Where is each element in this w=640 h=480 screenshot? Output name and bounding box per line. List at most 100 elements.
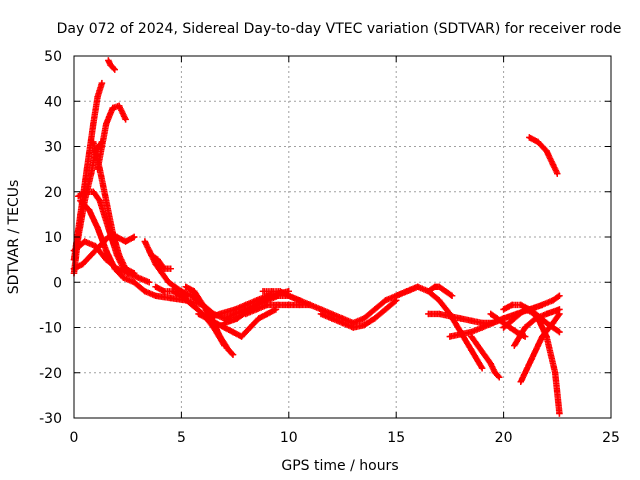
data-point-arc-04-5 bbox=[122, 116, 129, 123]
data-point-arc-28-6 bbox=[551, 369, 559, 376]
data-point-arc-25-4 bbox=[489, 319, 497, 327]
data-point-arc-23-3 bbox=[442, 288, 449, 295]
x-tick-label: 20 bbox=[495, 430, 513, 446]
data-point-arc-04-1 bbox=[98, 143, 106, 150]
data-point-arc-20-7 bbox=[371, 306, 378, 313]
data-point-arc-21-6 bbox=[382, 306, 389, 313]
data-point-arc-31-3 bbox=[549, 319, 557, 327]
data-point-arc-24-4 bbox=[468, 317, 475, 324]
data-point-arc-28-7 bbox=[556, 410, 563, 417]
data-point-arc-18-0 bbox=[242, 310, 250, 318]
data-point-arc-33-1 bbox=[534, 138, 542, 146]
data-point-arc-11-3 bbox=[165, 279, 172, 286]
data-point-arc-15-5 bbox=[238, 333, 245, 340]
series-arc-31 bbox=[517, 310, 563, 385]
x-axis-label: GPS time / hours bbox=[281, 458, 398, 474]
data-point-arc-07-2 bbox=[103, 197, 110, 204]
data-point-arc-29-5 bbox=[556, 328, 563, 336]
data-point-arc-26-4 bbox=[491, 369, 499, 376]
data-point-arc-31-2 bbox=[539, 333, 546, 340]
data-point-arc-22-8 bbox=[478, 365, 486, 372]
data-point-arc-31-0 bbox=[517, 378, 524, 385]
data-point-arc-08-4 bbox=[105, 233, 112, 241]
data-point-arc-18-1 bbox=[253, 306, 260, 313]
data-point-arc-26-1 bbox=[474, 342, 482, 349]
data-point-arc-23-4 bbox=[448, 292, 456, 300]
y-tick-label: 40 bbox=[44, 94, 62, 110]
y-axis-ticks: -30 -20 -10 0 10 20 30 40 50 bbox=[39, 49, 611, 427]
data-point-arc-15-8 bbox=[264, 310, 271, 318]
data-point-arc-16-1 bbox=[216, 310, 224, 318]
y-tick-label: 10 bbox=[44, 230, 62, 246]
data-point-arc-32-5 bbox=[556, 292, 563, 300]
data-point-arc-21-5 bbox=[371, 315, 378, 322]
data-point-arc-10-4 bbox=[167, 265, 174, 272]
data-point-arc-08-5 bbox=[113, 233, 121, 241]
series-arc-33 bbox=[526, 134, 561, 177]
y-tick-label: 30 bbox=[44, 140, 62, 156]
data-point-arc-11-2 bbox=[158, 270, 166, 277]
data-point-arc-26-2 bbox=[481, 351, 488, 358]
data-point-arc-08-6 bbox=[122, 238, 129, 245]
data-point-arc-18-4 bbox=[285, 301, 292, 309]
data-point-arc-13-4 bbox=[216, 333, 224, 340]
data-point-arc-12-2 bbox=[169, 288, 177, 295]
data-point-arc-19-1 bbox=[268, 288, 275, 295]
data-point-arc-06-8 bbox=[152, 292, 159, 300]
data-point-arc-33-0 bbox=[526, 134, 533, 141]
data-point-arc-17-0 bbox=[221, 319, 228, 327]
data-point-arc-29-4 bbox=[543, 319, 550, 327]
data-point-arc-09-3 bbox=[103, 256, 110, 263]
series-arc-23 bbox=[425, 283, 456, 300]
data-point-arc-25-3 bbox=[478, 324, 486, 331]
data-point-arc-16-2 bbox=[231, 306, 239, 313]
data-point-arc-01-5 bbox=[98, 79, 106, 87]
chart-title: Day 072 of 2024, Sidereal Day-to-day VTE… bbox=[57, 21, 622, 37]
data-point-arc-26-0 bbox=[468, 333, 475, 340]
data-point-arc-23-2 bbox=[435, 283, 443, 290]
data-point-arc-15-4 bbox=[229, 328, 237, 336]
data-point-arc-21-0 bbox=[317, 310, 325, 318]
data-point-arc-15-6 bbox=[246, 324, 254, 331]
data-point-arc-17-4 bbox=[272, 292, 280, 300]
y-tick-label: 0 bbox=[53, 275, 62, 291]
data-point-arc-12-4 bbox=[188, 301, 196, 309]
data-point-arc-06-7 bbox=[141, 288, 149, 295]
data-point-arc-27-4 bbox=[513, 328, 520, 336]
data-point-arc-07-4 bbox=[115, 251, 123, 259]
data-point-arc-04-3 bbox=[109, 104, 116, 112]
data-point-arc-11-0 bbox=[145, 247, 153, 254]
data-point-arc-23-0 bbox=[425, 288, 432, 295]
y-tick-label: 20 bbox=[44, 185, 62, 201]
y-tick-label: -30 bbox=[39, 411, 62, 427]
data-point-arc-09-2 bbox=[92, 242, 99, 250]
data-point-arc-29-0 bbox=[500, 324, 507, 331]
y-axis-label: SDTVAR / TECUs bbox=[6, 180, 22, 295]
data-point-arc-03-3 bbox=[87, 170, 95, 177]
data-point-arc-04-4 bbox=[115, 102, 123, 109]
data-point-arc-09-6 bbox=[135, 274, 142, 281]
x-tick-label: 0 bbox=[70, 430, 79, 446]
data-point-arc-21-4 bbox=[360, 322, 368, 329]
data-point-arc-09-7 bbox=[145, 279, 153, 286]
series-arc-02 bbox=[105, 57, 119, 73]
data-point-arc-26-5 bbox=[496, 374, 503, 381]
data-point-arc-22-4 bbox=[435, 297, 443, 304]
data-point-arc-08-7 bbox=[130, 233, 138, 241]
data-point-arc-31-1 bbox=[528, 355, 535, 363]
data-point-arc-24-3 bbox=[457, 315, 464, 322]
data-point-arc-22-2 bbox=[414, 283, 421, 290]
data-point-arc-15-2 bbox=[212, 319, 219, 327]
data-point-arc-12-1 bbox=[161, 288, 168, 295]
data-series bbox=[70, 57, 563, 417]
data-point-arc-05-1 bbox=[81, 188, 88, 195]
data-point-arc-20-8 bbox=[382, 297, 389, 304]
data-point-arc-25-0 bbox=[446, 333, 454, 340]
data-point-arc-05-0 bbox=[75, 193, 82, 200]
data-point-arc-32-4 bbox=[549, 297, 557, 304]
data-point-arc-17-3 bbox=[259, 297, 267, 304]
data-point-arc-06-3 bbox=[103, 247, 110, 254]
data-point-arc-22-7 bbox=[468, 346, 475, 354]
